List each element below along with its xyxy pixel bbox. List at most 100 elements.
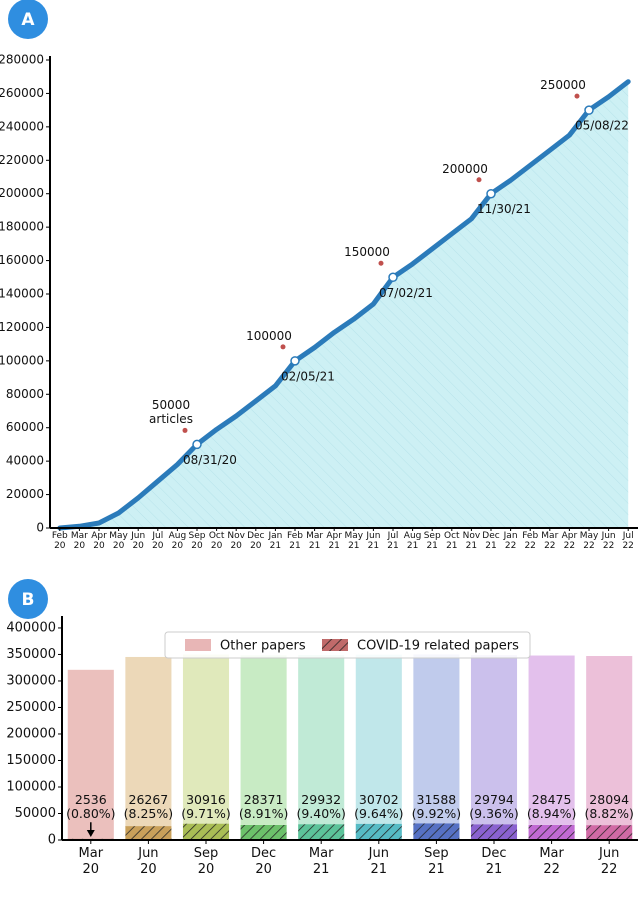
x-tick-label: Sep 20 bbox=[193, 846, 219, 877]
line bbox=[57, 79, 631, 531]
x-tick-label: Dec 21 bbox=[482, 531, 500, 551]
y-tick-label: 0 bbox=[36, 521, 44, 535]
panel-badge bbox=[8, 0, 48, 39]
milestone-dot bbox=[182, 427, 188, 433]
x-tick-label: Jun 21 bbox=[366, 531, 381, 551]
bar-segment bbox=[240, 655, 287, 825]
bar-segment bbox=[298, 824, 345, 840]
milestone-date: 11/30/21 bbox=[477, 202, 531, 216]
x-tick-label: Apr 20 bbox=[91, 531, 107, 551]
legend-label: Other papers bbox=[220, 639, 306, 654]
milestone-date: 02/05/21 bbox=[281, 369, 335, 383]
y-tick-label: 40000 bbox=[6, 454, 44, 468]
x-tick-label: Feb 20 bbox=[51, 531, 68, 551]
y-tick-label: 400000 bbox=[6, 620, 56, 635]
y-tick-label: 200000 bbox=[6, 726, 56, 741]
milestone-label: 50000 articles bbox=[149, 398, 193, 427]
bar-segment bbox=[586, 655, 633, 826]
y-tick-label: 100000 bbox=[0, 353, 44, 367]
y-tick-label: 180000 bbox=[0, 220, 44, 234]
x-tick-label: Jul 20 bbox=[152, 531, 164, 551]
bar-segment bbox=[182, 654, 230, 824]
milestone-dot bbox=[476, 177, 482, 183]
x-tick-label: Jan 22 bbox=[503, 531, 518, 551]
y-tick-label: 100000 bbox=[6, 779, 56, 794]
panel-label: A bbox=[21, 10, 35, 30]
bar-segment bbox=[413, 654, 460, 824]
x-tick-label: Sep 21 bbox=[423, 531, 441, 551]
bar-segment bbox=[528, 824, 575, 840]
x-tick-label: Apr 21 bbox=[326, 531, 342, 551]
bar-segment bbox=[528, 655, 575, 825]
bar-segment bbox=[67, 669, 114, 839]
legend-swatch bbox=[322, 639, 348, 651]
y-tick-label: 160000 bbox=[0, 253, 44, 267]
milestone-point bbox=[486, 188, 496, 199]
value-label: 2536 (0.80%) bbox=[66, 792, 116, 822]
x-tick-label: May 22 bbox=[579, 531, 599, 551]
bar-segment bbox=[125, 656, 172, 827]
milestone-dot bbox=[378, 260, 384, 266]
x-tick-label: Apr 22 bbox=[561, 531, 578, 551]
milestone-label: 200000 bbox=[442, 161, 488, 176]
bar-segment bbox=[355, 654, 402, 824]
y-tick-label: 250000 bbox=[6, 700, 56, 715]
x-tick-label: Mar 22 bbox=[539, 846, 564, 877]
panel-badge bbox=[8, 579, 48, 619]
x-tick-label: Jun 21 bbox=[368, 846, 389, 877]
panel-label: B bbox=[22, 590, 35, 610]
milestone-dot bbox=[574, 93, 580, 99]
y-tick-label: 350000 bbox=[6, 647, 56, 662]
y-tick-label: 140000 bbox=[0, 287, 44, 301]
y-tick-label: 20000 bbox=[6, 487, 44, 501]
y-tick-label: 240000 bbox=[0, 119, 44, 133]
y-tick-label: 300000 bbox=[6, 673, 56, 688]
milestone-point bbox=[388, 272, 398, 283]
y-tick-label: 120000 bbox=[0, 320, 44, 334]
x-tick-label: Mar 21 bbox=[306, 531, 324, 551]
y-tick-label: 220000 bbox=[0, 153, 44, 167]
legend-label: COVID-19 related papers bbox=[357, 639, 519, 654]
x-tick-label: Mar 20 bbox=[70, 531, 88, 551]
milestone-label: 150000 bbox=[344, 245, 390, 260]
milestone-date: 07/02/21 bbox=[379, 286, 433, 300]
value-label: 28475 (8.94%) bbox=[526, 792, 577, 822]
bar-segment bbox=[182, 823, 230, 840]
area-hatch bbox=[59, 81, 629, 528]
x-tick-label: Nov 21 bbox=[462, 531, 481, 551]
milestone-date: 08/31/20 bbox=[183, 453, 237, 467]
milestone-point bbox=[584, 105, 594, 115]
x-tick-label: Mar 22 bbox=[541, 531, 559, 551]
x-tick-label: Oct 20 bbox=[208, 531, 225, 551]
milestone-label: 250000 bbox=[540, 78, 586, 93]
value-label: 28371 (8.91%) bbox=[238, 792, 289, 822]
bar-segment bbox=[586, 825, 633, 840]
x-tick-label: Jun 20 bbox=[131, 531, 146, 551]
bar-segment bbox=[413, 823, 460, 840]
y-tick-label: 60000 bbox=[6, 420, 44, 434]
y-tick-label: 150000 bbox=[6, 753, 56, 768]
bar-segment bbox=[125, 826, 172, 840]
y-tick-label: 50000 bbox=[15, 806, 56, 821]
value-label: 30702 (9.64%) bbox=[354, 792, 404, 822]
y-tick-label: 0 bbox=[48, 833, 56, 848]
x-tick-label: Sep 20 bbox=[188, 531, 206, 551]
milestone-point bbox=[192, 439, 202, 450]
x-tick-label: Jan 21 bbox=[268, 531, 283, 551]
value-label: 29794 (9.36%) bbox=[469, 792, 519, 822]
bar-segment bbox=[298, 655, 345, 825]
x-tick-label: Aug 20 bbox=[168, 531, 187, 551]
x-tick-label: Feb 22 bbox=[522, 531, 539, 551]
milestone-label: 100000 bbox=[246, 328, 292, 343]
x-tick-label: Nov 20 bbox=[227, 531, 245, 551]
x-tick-label: Jun 22 bbox=[599, 846, 620, 877]
bar-segment bbox=[470, 824, 518, 840]
x-tick-label: Dec 20 bbox=[247, 531, 265, 551]
y-tick-label: 80000 bbox=[6, 387, 44, 401]
bar-segment bbox=[355, 823, 402, 840]
x-tick-label: Jul 21 bbox=[387, 531, 399, 551]
x-tick-label: Oct 21 bbox=[444, 531, 460, 551]
x-tick-label: May 20 bbox=[109, 531, 128, 551]
